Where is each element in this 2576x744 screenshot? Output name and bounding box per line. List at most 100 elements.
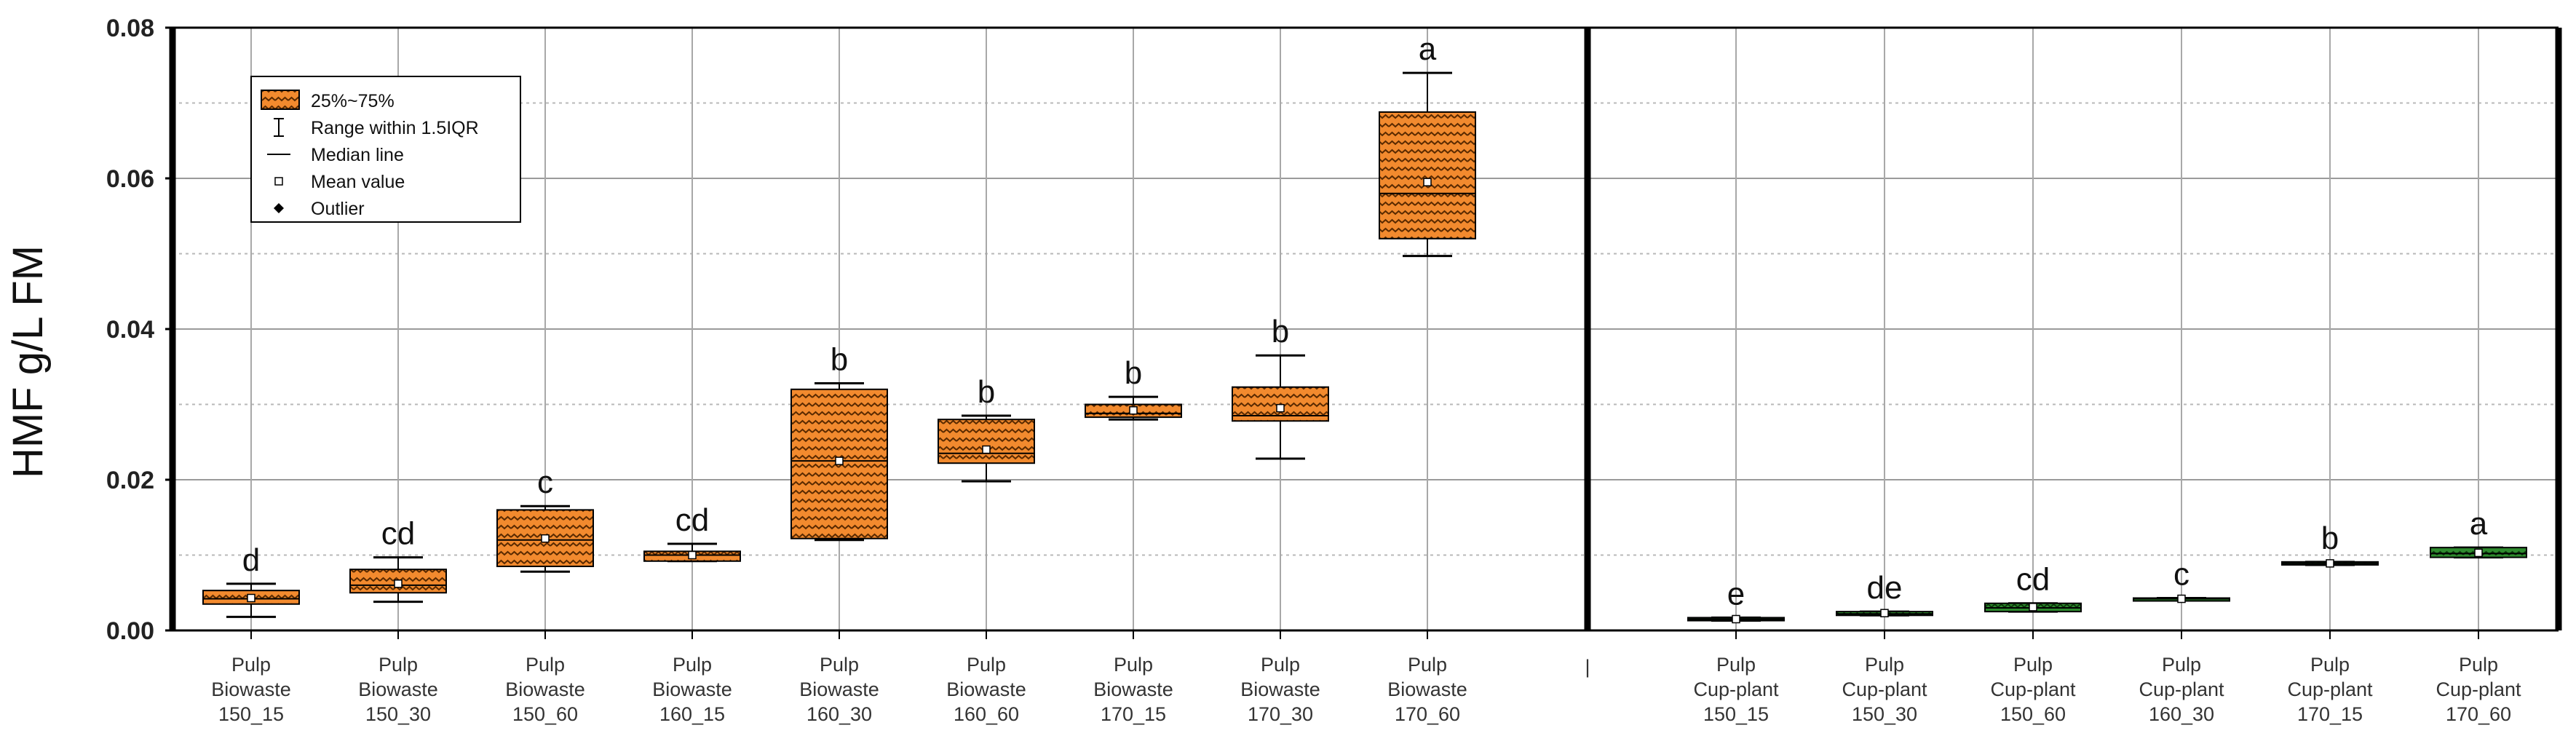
x-tick-label: Pulp Biowaste 150_60: [505, 654, 585, 725]
mean-marker: [688, 550, 697, 560]
significance-letter: c: [537, 464, 553, 500]
x-tick-label: Pulp Cup-plant 170_60: [2436, 654, 2521, 725]
box-series: [202, 71, 2527, 624]
x-tick-label: Pulp Biowaste 160_15: [652, 654, 732, 725]
y-tick-label: 0.06: [106, 165, 154, 193]
significance-letter: de: [1867, 570, 1903, 606]
mean-marker: [1423, 178, 1432, 186]
x-tick-label-line: Pulp: [526, 654, 565, 676]
x-tick-label-line: 160_60: [954, 703, 1019, 725]
mean-marker: [541, 534, 550, 543]
mean-marker: [2326, 559, 2334, 568]
x-tick-label-line: Pulp: [231, 654, 271, 676]
box-Pulp-Cup-plant-160_30: [2133, 594, 2230, 603]
legend-box-swatch: [261, 90, 300, 110]
x-tick-label-line: Biowaste: [946, 678, 1026, 700]
significance-letter: b: [2321, 521, 2339, 556]
x-tick-label-line: Biowaste: [1093, 678, 1173, 700]
x-tick-label-line: Pulp: [2162, 654, 2201, 676]
x-tick-label-line: Biowaste: [211, 678, 291, 700]
box-Pulp-Biowaste-150_60: [496, 504, 594, 573]
iqr-box: [1379, 111, 1476, 240]
x-tick-label-line: Biowaste: [799, 678, 879, 700]
mean-marker: [1880, 609, 1889, 617]
mean-marker: [2177, 594, 2186, 603]
x-tick-label: Pulp Cup-plant 160_30: [2139, 654, 2224, 725]
x-tick-label: Pulp Biowaste 160_60: [946, 654, 1026, 725]
x-tick-label-line: 160_30: [807, 703, 872, 725]
x-tick-label-line: 170_60: [1395, 703, 1460, 725]
x-tick-label-line: Pulp: [1114, 654, 1153, 676]
significance-letter: c: [2173, 556, 2189, 592]
plot-frame: [169, 26, 2562, 632]
box-Pulp-Biowaste-150_15: [202, 582, 300, 618]
y-tick-label: 0.00: [106, 617, 154, 645]
x-tick-label-line: Cup-plant: [2287, 678, 2373, 700]
x-tick-label-line: Biowaste: [505, 678, 585, 700]
x-tick-label-line: Pulp: [967, 654, 1006, 676]
legend-mean-swatch: [274, 177, 283, 186]
legend-outlier-swatch: [274, 203, 284, 213]
box-Pulp-Biowaste-160_15: [643, 542, 741, 563]
x-tick-label-line: Cup-plant: [2139, 678, 2224, 700]
x-tick-label-line: Cup-plant: [1990, 678, 2076, 700]
mean-marker: [982, 445, 991, 454]
x-tick-label: Pulp Biowaste 160_30: [799, 654, 879, 725]
mean-marker: [2029, 603, 2037, 612]
x-tick-label: Pulp Biowaste 170_60: [1387, 654, 1467, 725]
x-tick-label-line: 170_30: [1248, 703, 1313, 725]
x-tick-label-line: Biowaste: [652, 678, 732, 700]
x-tick-label-line: 160_15: [659, 703, 725, 725]
legend-label: Range within 1.5IQR: [311, 118, 479, 138]
x-tick-label-line: 150_60: [512, 703, 578, 725]
x-tick-label-line: Pulp: [1716, 654, 1756, 676]
mean-marker: [835, 456, 844, 465]
mean-marker: [2474, 548, 2483, 558]
x-tick-label-line: Biowaste: [358, 678, 438, 700]
mean-marker: [394, 579, 403, 588]
x-tick-label-line: 150_15: [1703, 703, 1769, 725]
significance-letter: e: [1727, 576, 1745, 612]
x-tick-label-line: Cup-plant: [2436, 678, 2521, 700]
x-tick-label-line: Pulp: [2013, 654, 2053, 676]
x-tick-label-line: Pulp: [673, 654, 712, 676]
box-Pulp-Cup-plant-170_15: [2281, 559, 2379, 568]
significance-letter: b: [978, 374, 995, 410]
significance-letter: cd: [2016, 562, 2050, 598]
x-tick-label: Pulp Biowaste 150_15: [211, 654, 291, 725]
y-tick-labels: 0.00 0.02 0.04 0.06 0.08: [106, 15, 173, 645]
x-tick-label-line: 160_30: [2149, 703, 2214, 725]
x-tick-label-line: 150_15: [218, 703, 284, 725]
x-tick-label: Pulp Cup-plant 150_30: [1842, 654, 1927, 725]
x-tick-label-line: Pulp: [2310, 654, 2350, 676]
mean-marker: [1276, 403, 1285, 413]
y-axis-label: HMF g/L FM: [4, 245, 52, 478]
x-tick-label: Pulp Cup-plant 150_60: [1990, 654, 2076, 725]
significance-letter: b: [1125, 355, 1142, 391]
x-tick-label: Pulp Biowaste 170_15: [1093, 654, 1173, 725]
x-tick-label-line: Pulp: [1261, 654, 1300, 676]
x-tick-label: Pulp Biowaste 170_30: [1240, 654, 1320, 725]
iqr-box: [938, 419, 1035, 464]
x-tick-label: Pulp Cup-plant 150_15: [1693, 654, 1779, 725]
x-tick-label-line: Biowaste: [1387, 678, 1467, 700]
y-tick-label: 0.04: [106, 316, 154, 344]
x-tick-label: Pulp Biowaste 150_30: [358, 654, 438, 725]
x-tick-label-line: 170_15: [1101, 703, 1166, 725]
x-tick-label-line: Pulp: [1865, 654, 1904, 676]
box-Pulp-Biowaste-150_30: [349, 556, 447, 603]
box-Pulp-Cup-plant-170_60: [2430, 546, 2527, 559]
box-Pulp-Cup-plant-150_15: [1687, 614, 1785, 624]
x-tick-label-line: 170_15: [2297, 703, 2363, 725]
x-tick-label-line: 150_30: [365, 703, 431, 725]
box-Pulp-Biowaste-170_30: [1232, 354, 1329, 460]
x-tick-label-line: Pulp: [379, 654, 418, 676]
mean-marker: [1732, 614, 1740, 624]
significance-letter: a: [2470, 506, 2488, 542]
legend-label: Mean value: [311, 172, 405, 192]
x-tick-label-line: Cup-plant: [1693, 678, 1779, 700]
separator-tick-label: |: [1585, 656, 1590, 678]
legend-label: 25%~75%: [311, 91, 395, 111]
